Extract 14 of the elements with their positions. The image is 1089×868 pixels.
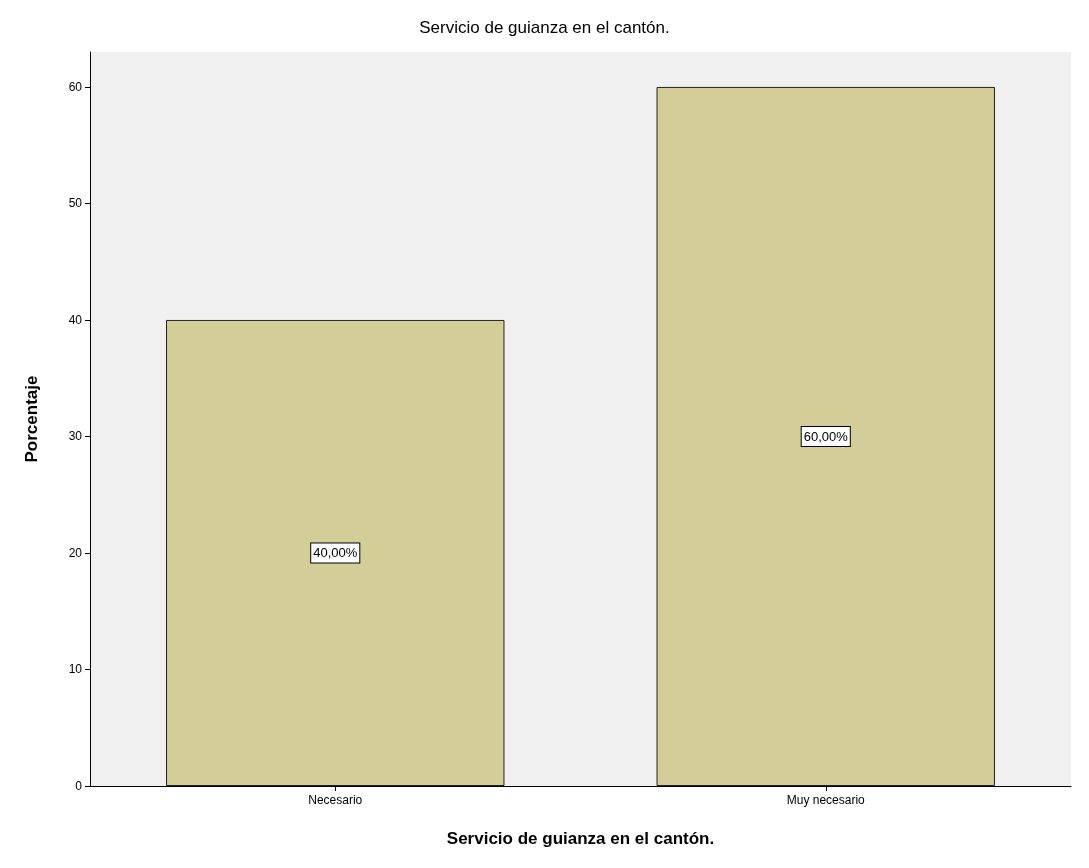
y-tick-label: 10 [68, 662, 83, 677]
chart-title: Servicio de guianza en el cantón. [419, 18, 670, 37]
x-tick-label: Muy necesario [786, 793, 866, 807]
data-label: 40,00% [313, 545, 358, 561]
y-tick-label: 30 [68, 429, 83, 444]
data-label: 60,00% [803, 428, 849, 444]
y-tick-label: 0 [75, 779, 83, 793]
y-tick-label: 50 [68, 196, 83, 211]
y-tick-label: 20 [68, 545, 83, 560]
y-tick-label: 60 [68, 79, 83, 94]
x-axis-title: Servicio de guianza en el cantón. [446, 829, 715, 848]
x-tick-label: Necesario [308, 793, 363, 807]
y-tick-label: 40 [68, 312, 83, 327]
y-axis-title: Porcentaje [22, 375, 41, 463]
